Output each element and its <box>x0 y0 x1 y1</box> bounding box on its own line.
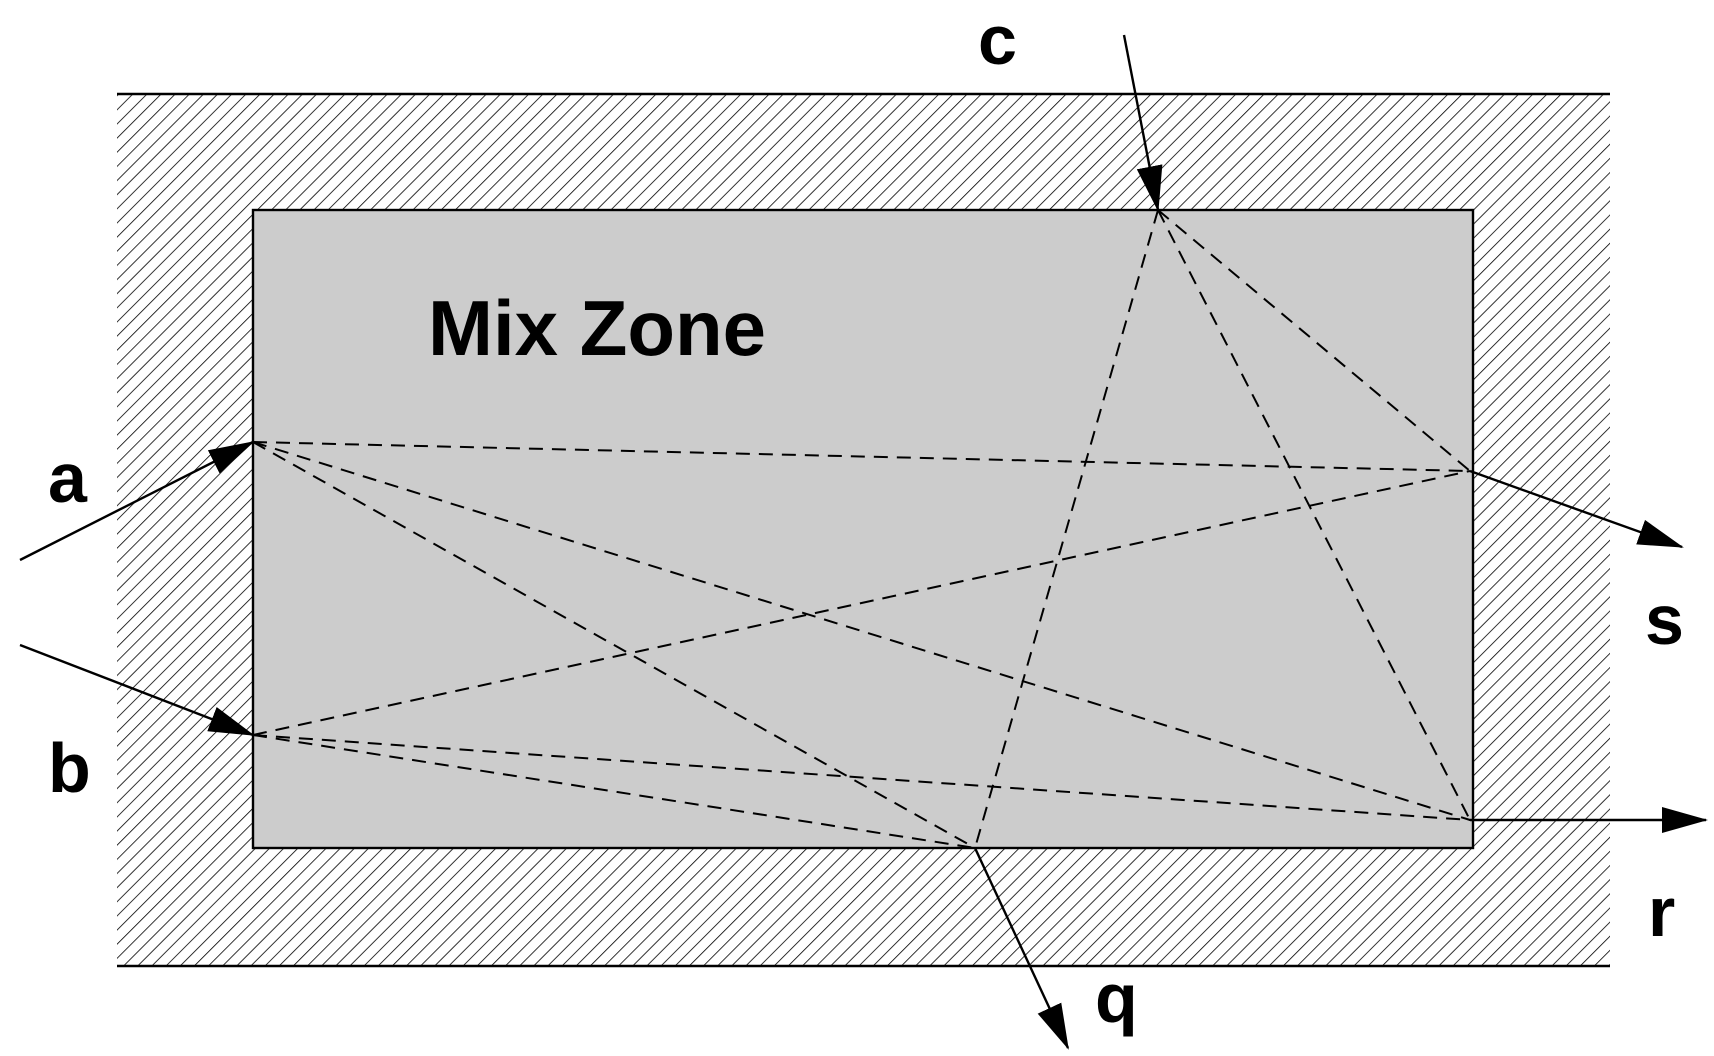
label-q: q <box>1095 959 1138 1037</box>
label-r: r <box>1648 873 1675 951</box>
path-a-to-r <box>252 441 1471 821</box>
path-c-to-q <box>974 209 1159 849</box>
label-s: s <box>1645 581 1684 659</box>
exit-arrow-q <box>973 847 1070 1050</box>
mixing-paths <box>252 209 1471 849</box>
label-b: b <box>48 729 91 807</box>
path-a-to-s <box>252 441 1471 472</box>
path-b-to-s <box>252 470 1471 736</box>
entry-arrow-a <box>19 440 255 562</box>
entry-arrow-b <box>19 643 255 737</box>
exit-arrow-s <box>1469 469 1684 549</box>
label-c: c <box>978 1 1017 79</box>
path-b-to-q <box>252 734 976 849</box>
mix-zone-title: Mix Zone <box>428 284 766 372</box>
mix-zone-area <box>251 208 1475 850</box>
path-a-to-q <box>252 441 976 849</box>
entry-arrow-c <box>1122 34 1163 212</box>
path-b-to-r <box>252 734 1471 821</box>
label-a: a <box>48 439 88 517</box>
